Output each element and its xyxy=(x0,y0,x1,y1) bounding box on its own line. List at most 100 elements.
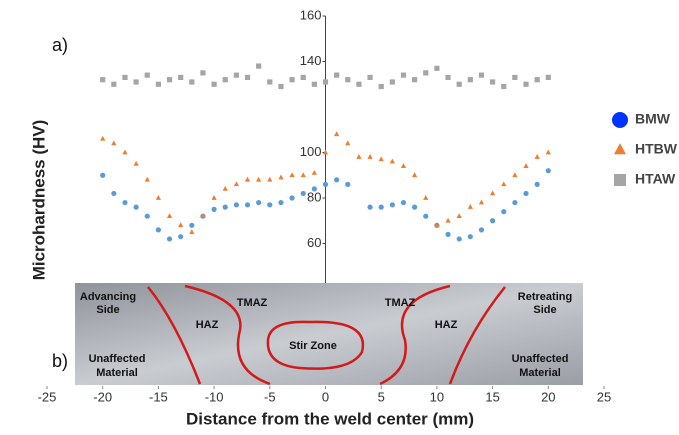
data-point xyxy=(155,227,161,233)
data-point xyxy=(278,174,284,180)
data-point xyxy=(267,176,273,182)
data-point xyxy=(322,79,329,85)
zone-label: Retreating xyxy=(518,291,572,303)
y-axis-title: Microhardness (HV) xyxy=(29,120,48,281)
data-point xyxy=(322,149,329,155)
data-point xyxy=(178,234,184,240)
data-point xyxy=(233,72,239,78)
data-point xyxy=(512,172,518,178)
data-point xyxy=(412,204,418,210)
data-point xyxy=(178,74,184,81)
zone-label: Material xyxy=(96,367,138,379)
zone-label: Unaffected xyxy=(512,353,569,365)
data-point xyxy=(534,154,540,159)
data-point xyxy=(222,185,228,191)
data-point xyxy=(133,204,139,210)
data-point xyxy=(501,181,507,187)
data-point xyxy=(445,231,451,237)
data-point xyxy=(478,227,485,233)
data-point xyxy=(311,169,317,175)
data-point xyxy=(211,206,217,212)
data-point xyxy=(423,70,429,76)
data-point xyxy=(133,79,139,85)
data-point xyxy=(189,222,195,228)
legend-marker xyxy=(612,112,628,128)
data-point xyxy=(166,213,173,219)
data-point xyxy=(267,202,273,208)
data-point xyxy=(244,176,251,182)
data-point xyxy=(445,217,451,223)
legend-label: HTAW xyxy=(635,171,676,187)
data-point xyxy=(334,72,340,78)
x-tick-label: -20 xyxy=(93,389,112,404)
panel-label: b) xyxy=(52,351,68,371)
x-tick-label: 15 xyxy=(485,389,499,404)
data-point xyxy=(200,213,206,219)
data-point xyxy=(389,79,395,85)
data-point xyxy=(400,163,407,168)
x-tick-label: -25 xyxy=(38,389,57,404)
data-point xyxy=(222,204,228,210)
x-tick-label: -15 xyxy=(149,389,168,404)
data-point xyxy=(244,74,251,81)
data-point xyxy=(233,202,239,208)
zone-label: Stir Zone xyxy=(289,340,337,352)
data-point xyxy=(345,181,351,187)
y-tick-label: 140 xyxy=(300,53,322,68)
data-point xyxy=(545,74,551,81)
data-point xyxy=(478,72,485,78)
x-tick-label: -5 xyxy=(264,389,276,404)
data-point xyxy=(189,229,195,234)
data-point xyxy=(523,190,529,197)
zone-label: Advancing xyxy=(80,291,136,303)
data-point xyxy=(189,79,195,85)
y-tick-label: 160 xyxy=(300,7,322,22)
data-point xyxy=(278,199,284,206)
data-point xyxy=(211,81,217,87)
data-point xyxy=(334,177,340,183)
legend-label: HTBW xyxy=(635,141,678,157)
data-point xyxy=(311,186,317,192)
data-point xyxy=(490,190,496,196)
data-point xyxy=(367,74,373,81)
data-point xyxy=(289,172,295,178)
data-point xyxy=(378,83,384,90)
data-point xyxy=(512,199,518,206)
data-point xyxy=(423,213,429,219)
data-point xyxy=(412,77,418,83)
data-point xyxy=(122,199,128,206)
data-point xyxy=(534,181,540,187)
data-point xyxy=(545,168,551,174)
data-point xyxy=(356,81,362,87)
data-point xyxy=(155,195,161,200)
x-tick-label: 0 xyxy=(322,389,329,404)
data-point xyxy=(100,172,106,178)
data-point xyxy=(311,81,317,87)
data-point xyxy=(267,79,273,85)
x-tick-label: 10 xyxy=(430,389,444,404)
data-point xyxy=(244,202,251,208)
data-point xyxy=(378,204,384,210)
data-point xyxy=(400,199,407,206)
data-point xyxy=(356,154,362,159)
data-point xyxy=(100,77,106,83)
data-point xyxy=(378,156,384,162)
zone-label: Side xyxy=(96,304,119,316)
data-point xyxy=(111,140,117,146)
data-point xyxy=(256,176,262,182)
data-point xyxy=(300,172,306,178)
legend-label: BMW xyxy=(635,111,671,127)
x-tick-label: -10 xyxy=(205,389,224,404)
data-point xyxy=(467,234,473,240)
zone-label: TMAZ xyxy=(385,297,416,309)
data-point xyxy=(222,77,228,83)
data-point xyxy=(467,77,473,83)
data-point xyxy=(256,199,262,206)
data-point xyxy=(501,209,507,215)
zone-label: Material xyxy=(519,367,561,379)
data-point xyxy=(501,83,507,90)
data-point xyxy=(278,83,284,90)
data-point xyxy=(367,154,373,159)
data-point xyxy=(434,65,440,71)
y-tick-label: 80 xyxy=(307,189,321,204)
